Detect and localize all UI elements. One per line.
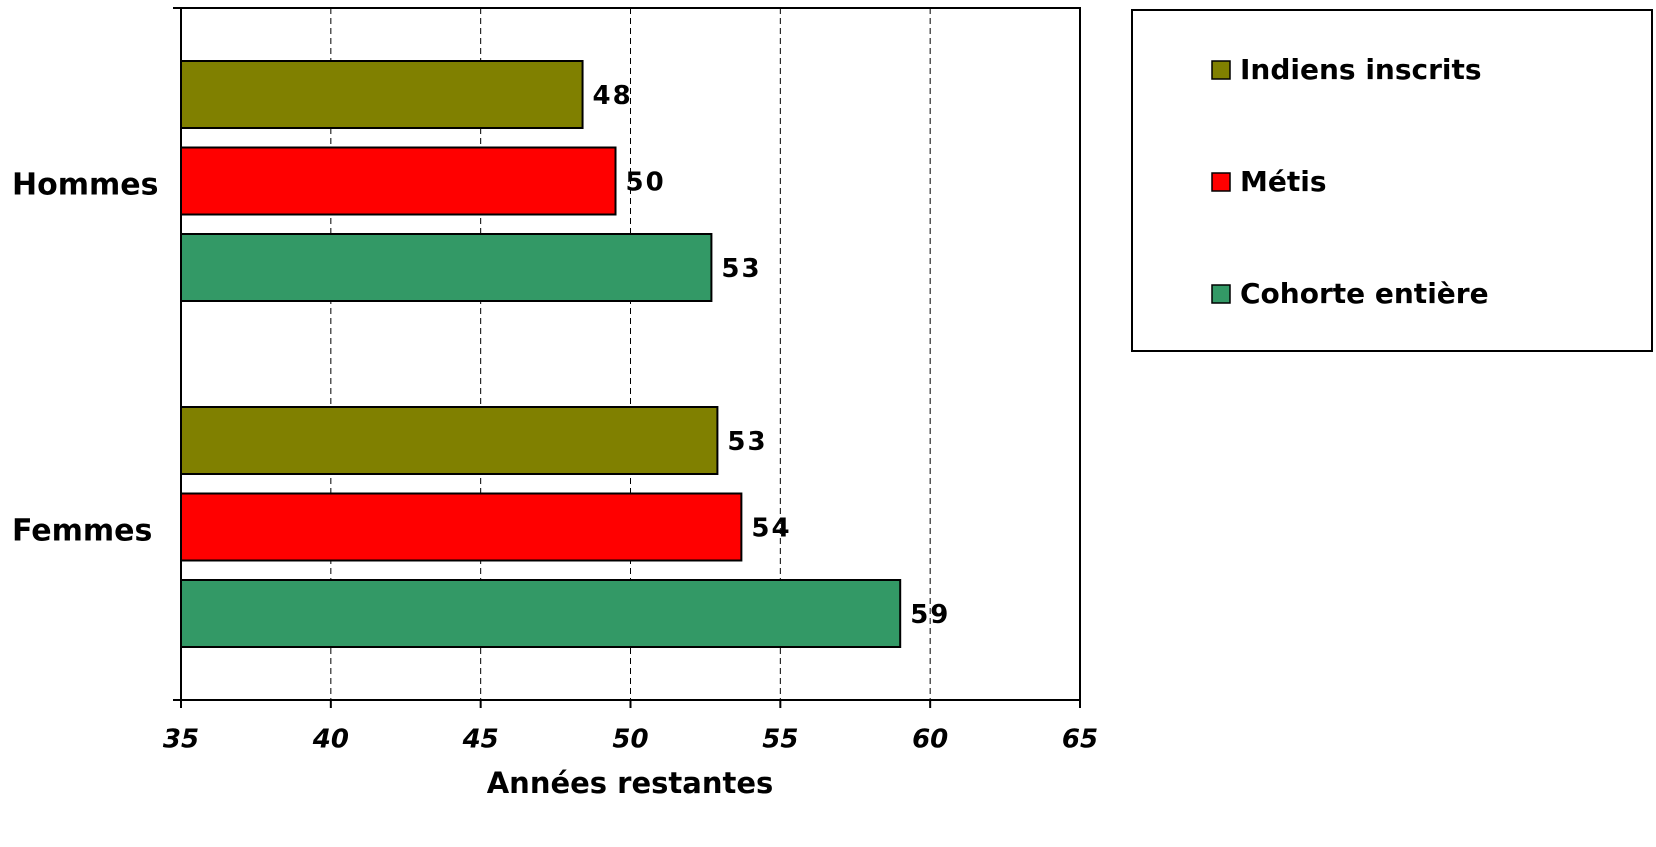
legend-label: Cohorte entière (1240, 277, 1489, 310)
x-axis-title: Années restantes (487, 766, 774, 800)
value-label: 50 (626, 168, 666, 198)
legend-swatch (1211, 172, 1231, 192)
bar (180, 60, 584, 129)
bar (180, 233, 713, 302)
legend-swatch (1211, 60, 1231, 80)
bar (180, 579, 902, 648)
legend-swatch (1211, 284, 1231, 304)
x-tick-label: 40 (312, 725, 349, 755)
legend-label: Métis (1240, 165, 1327, 198)
value-label: 54 (751, 514, 791, 544)
x-tick-label: 60 (912, 725, 948, 755)
value-label: 48 (593, 81, 633, 111)
bar (180, 406, 719, 475)
x-tick-label: 50 (612, 725, 648, 755)
bar (180, 146, 617, 216)
bar (180, 492, 743, 562)
value-label: 53 (721, 254, 761, 284)
y-tick-label: Hommes (12, 168, 158, 203)
x-tick-label: 55 (762, 725, 798, 755)
value-label: 53 (727, 427, 767, 457)
x-tick-label: 35 (163, 725, 199, 755)
y-tick-label: Femmes (12, 514, 152, 549)
x-tick-label: 45 (462, 725, 499, 755)
value-label: 59 (910, 600, 950, 630)
legend-label: Indiens inscrits (1240, 53, 1482, 86)
x-tick-label: 65 (1062, 725, 1098, 755)
